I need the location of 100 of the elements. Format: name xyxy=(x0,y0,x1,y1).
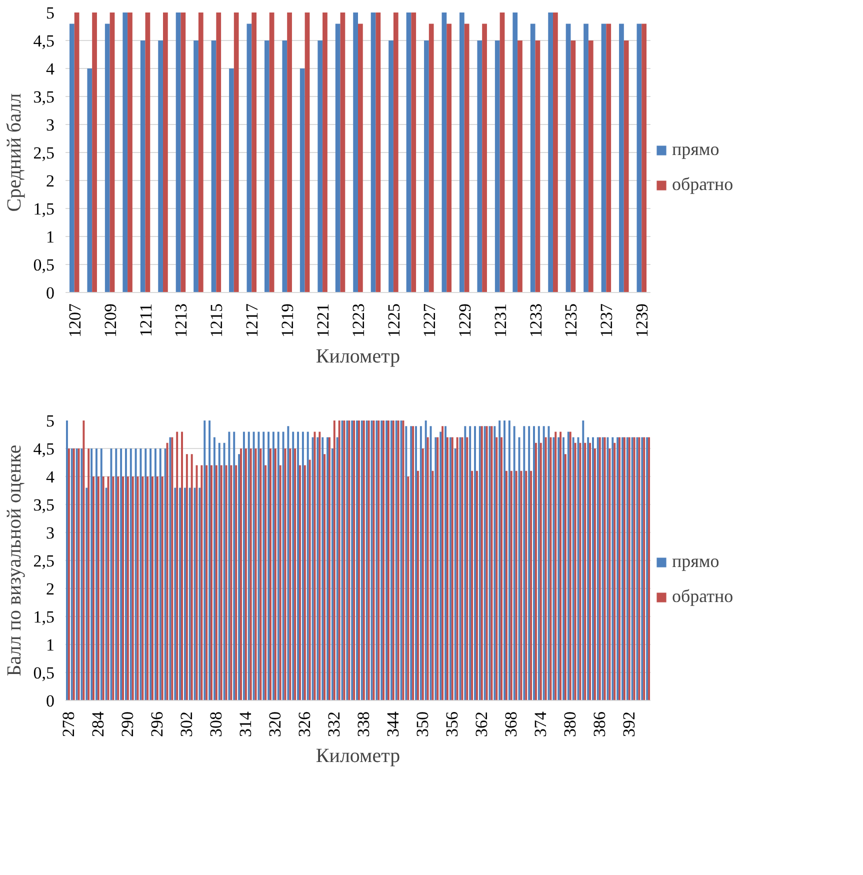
x-tick-label: 290 xyxy=(118,712,137,737)
x-tick-label: 314 xyxy=(236,711,255,737)
x-tick-label: 1227 xyxy=(420,303,439,338)
bar xyxy=(340,12,346,292)
y-tick-label: 2 xyxy=(46,172,54,190)
y-tick-label: 4,5 xyxy=(33,440,54,458)
y-axis-title: Средний балл xyxy=(3,93,26,212)
bar xyxy=(553,12,558,292)
bar xyxy=(370,12,376,292)
y-tick-label: 4 xyxy=(46,468,55,486)
bar xyxy=(335,24,340,292)
x-tick-label: 1207 xyxy=(65,303,84,338)
x-tick-label: 356 xyxy=(442,712,462,737)
bar xyxy=(411,12,416,292)
x-tick-label: 1221 xyxy=(314,304,333,338)
y-tick-label: 0 xyxy=(46,692,54,710)
bar xyxy=(570,40,576,292)
bar xyxy=(636,24,642,292)
bar xyxy=(353,12,358,292)
y-tick-label: 0 xyxy=(46,284,54,302)
bar xyxy=(229,68,234,292)
x-tick-label: 344 xyxy=(383,711,402,737)
x-tick-label: 350 xyxy=(412,712,432,737)
y-tick-label: 4,5 xyxy=(33,32,54,50)
x-tick-label: 380 xyxy=(560,712,580,737)
bar xyxy=(442,12,447,292)
bar xyxy=(424,40,429,292)
bar xyxy=(69,24,74,292)
bar xyxy=(300,68,305,292)
bar xyxy=(234,12,239,292)
bar xyxy=(269,12,274,292)
bar xyxy=(428,24,434,292)
y-tick-label: 1 xyxy=(46,636,54,654)
x-axis-title: Километр xyxy=(316,745,400,767)
bar xyxy=(584,24,588,292)
x-tick-label: 362 xyxy=(472,712,491,737)
bar xyxy=(464,24,470,292)
bar xyxy=(140,40,146,292)
x-tick-label: 1225 xyxy=(384,304,404,338)
bar xyxy=(512,12,518,292)
bar xyxy=(482,24,487,292)
bar xyxy=(87,68,92,292)
x-tick-label: 1211 xyxy=(136,303,156,337)
y-axis-title: Балл по визуальной оценке xyxy=(3,444,26,676)
y-tick-label: 0,5 xyxy=(33,256,54,274)
bar xyxy=(110,12,115,292)
x-tick-label: 392 xyxy=(619,712,638,737)
y-tick-label: 0,5 xyxy=(33,664,54,682)
y-tick-label: 3,5 xyxy=(33,88,54,106)
x-tick-label: 1239 xyxy=(632,304,652,338)
x-tick-label: 320 xyxy=(265,712,284,737)
legend-label: обратно xyxy=(672,586,734,607)
bar xyxy=(500,12,505,292)
x-tick-label: 1223 xyxy=(349,304,368,338)
y-tick-label: 1,5 xyxy=(33,200,54,218)
bar xyxy=(601,24,606,292)
x-tick-label: 386 xyxy=(590,712,609,737)
legend-label: прямо xyxy=(672,139,720,160)
y-tick-label: 5 xyxy=(46,412,54,430)
bar xyxy=(388,40,394,292)
bar xyxy=(393,12,398,292)
bar xyxy=(194,40,198,292)
bar xyxy=(176,12,181,292)
bar xyxy=(180,12,186,292)
x-tick-label: 1215 xyxy=(207,304,226,338)
x-tick-label: 1213 xyxy=(172,304,191,338)
bar xyxy=(246,24,252,292)
bar xyxy=(535,40,540,292)
bar xyxy=(624,40,629,292)
bar xyxy=(566,24,571,292)
x-tick-label: 296 xyxy=(147,712,166,737)
bar xyxy=(619,24,624,292)
bar xyxy=(74,12,80,292)
x-tick-label: 1237 xyxy=(597,303,616,338)
y-tick-label: 2,5 xyxy=(33,144,54,162)
y-tick-label: 1,5 xyxy=(33,608,54,626)
bar xyxy=(446,24,452,292)
bar xyxy=(158,40,163,292)
bar xyxy=(477,40,482,292)
bar xyxy=(128,12,132,292)
x-tick-label: 308 xyxy=(206,712,226,737)
bar xyxy=(322,12,328,292)
x-tick-label: 284 xyxy=(88,711,108,737)
bar xyxy=(530,24,536,292)
bar xyxy=(122,12,128,292)
x-tick-label: 302 xyxy=(176,712,196,737)
y-tick-label: 3 xyxy=(46,524,54,542)
bar xyxy=(376,12,381,292)
bar xyxy=(282,40,288,292)
x-tick-label: 368 xyxy=(501,712,520,737)
bar xyxy=(163,12,168,292)
bar xyxy=(198,12,204,292)
x-tick-label: 1235 xyxy=(562,304,581,338)
bar xyxy=(304,12,310,292)
bar xyxy=(252,12,257,292)
bar xyxy=(406,12,412,292)
bar xyxy=(358,24,363,292)
y-tick-label: 3 xyxy=(46,116,54,134)
legend-label: прямо xyxy=(672,551,720,572)
x-tick-label: 1231 xyxy=(490,304,510,338)
